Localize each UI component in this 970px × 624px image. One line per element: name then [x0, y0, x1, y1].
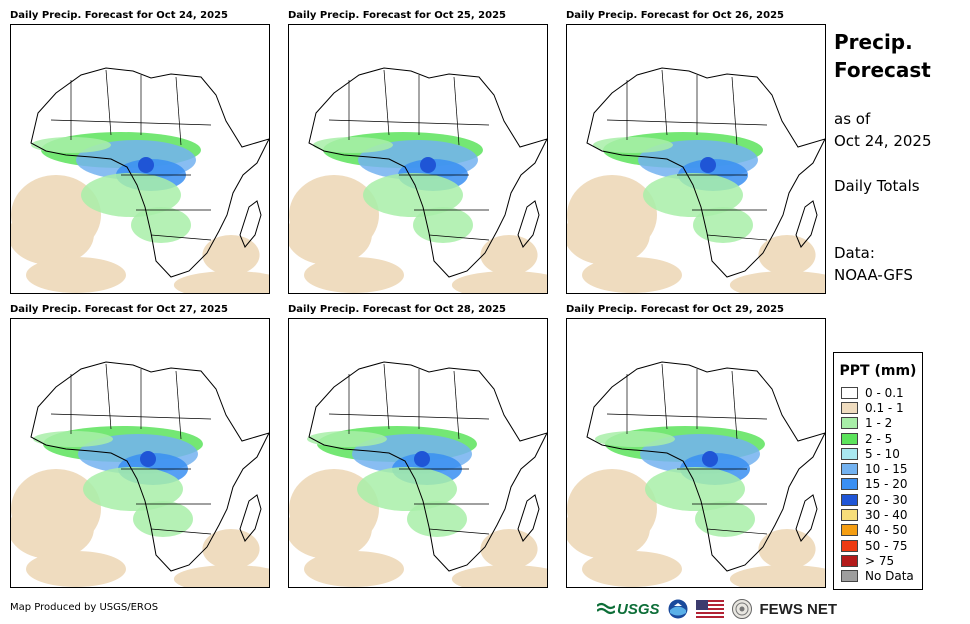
legend-swatch [841, 432, 858, 445]
legend-item: > 75 [834, 553, 922, 568]
data-source-block: Data: NOAA-GFS [834, 242, 964, 286]
panel-title: Daily Precip. Forecast for Oct 25, 2025 [288, 10, 506, 21]
legend-item: 15 - 20 [834, 477, 922, 492]
as-of-block: as of Oct 24, 2025 [834, 108, 964, 152]
legend-item: 30 - 40 [834, 507, 922, 522]
daily-totals-label: Daily Totals [834, 177, 920, 195]
panel-title: Daily Precip. Forecast for Oct 24, 2025 [10, 10, 228, 21]
logo-bar: USGS FEWS NET [597, 598, 837, 620]
legend-swatch [841, 386, 858, 399]
legend-item: 0.1 - 1 [834, 400, 922, 415]
legend-item: 20 - 30 [834, 492, 922, 507]
precip-map [288, 24, 548, 294]
legend-item: 1 - 2 [834, 416, 922, 431]
fews-net-logo: FEWS NET [759, 600, 838, 618]
legend-swatch [841, 539, 858, 552]
usaid-seal-icon [731, 599, 752, 619]
legend-item: 10 - 15 [834, 461, 922, 476]
main-title: Precip. Forecast [834, 28, 954, 84]
legend-swatch [841, 509, 858, 522]
legend-label: 50 - 75 [865, 538, 908, 553]
legend-label: 15 - 20 [865, 477, 908, 492]
legend-label: 2 - 5 [865, 431, 893, 446]
panel-title: Daily Precip. Forecast for Oct 28, 2025 [288, 304, 506, 315]
precip-map [566, 318, 826, 588]
forecast-panel-oct25: Daily Precip. Forecast for Oct 25, 2025 [288, 10, 568, 300]
legend-item: 5 - 10 [834, 446, 922, 461]
legend-swatch [841, 570, 858, 583]
panel-title: Daily Precip. Forecast for Oct 29, 2025 [566, 304, 784, 315]
as-of-label: as of [834, 110, 871, 128]
legend-label: 5 - 10 [865, 446, 900, 461]
legend-label: 0 - 0.1 [865, 385, 904, 400]
us-flag-icon [695, 600, 724, 618]
legend-swatch [841, 401, 858, 414]
title-line-1: Precip. [834, 30, 913, 54]
legend-swatch [841, 493, 858, 506]
legend-swatch [841, 417, 858, 430]
legend-title: PPT (mm) [839, 363, 917, 379]
precip-map [566, 24, 826, 294]
legend-label: No Data [865, 569, 914, 584]
forecast-panel-oct27: Daily Precip. Forecast for Oct 27, 2025 [10, 304, 290, 594]
legend-swatch [841, 554, 858, 567]
legend-label: > 75 [865, 553, 895, 568]
legend-swatch [841, 478, 858, 491]
legend-item: 40 - 50 [834, 523, 922, 538]
legend-label: 0.1 - 1 [865, 400, 904, 415]
precip-map [10, 24, 270, 294]
usgs-logo: USGS [597, 601, 660, 618]
data-label: Data: [834, 244, 875, 262]
precip-map [288, 318, 548, 588]
forecast-panel-oct28: Daily Precip. Forecast for Oct 28, 2025 [288, 304, 568, 594]
legend-label: 20 - 30 [865, 492, 908, 507]
legend-swatch [841, 524, 858, 537]
title-line-2: Forecast [834, 58, 931, 82]
legend-swatch [841, 463, 858, 476]
legend-item: No Data [834, 569, 922, 584]
legend-label: 1 - 2 [865, 416, 893, 431]
legend-swatch [841, 447, 858, 460]
forecast-panel-oct26: Daily Precip. Forecast for Oct 26, 2025 [566, 10, 846, 300]
legend-label: 40 - 50 [865, 523, 908, 538]
legend-label: 30 - 40 [865, 508, 908, 523]
forecast-panel-oct29: Daily Precip. Forecast for Oct 29, 2025 [566, 304, 846, 594]
as-of-date: Oct 24, 2025 [834, 132, 932, 150]
precip-map [10, 318, 270, 588]
data-source: NOAA-GFS [834, 266, 913, 284]
legend-label: 10 - 15 [865, 462, 908, 477]
legend-item: 50 - 75 [834, 538, 922, 553]
noaa-logo-icon [668, 599, 688, 619]
legend-item: 2 - 5 [834, 431, 922, 446]
legend-item: 0 - 0.1 [834, 385, 922, 400]
panel-title: Daily Precip. Forecast for Oct 26, 2025 [566, 10, 784, 21]
map-credit: Map Produced by USGS/EROS [10, 602, 159, 613]
usgs-wave-icon [597, 602, 615, 615]
panel-title: Daily Precip. Forecast for Oct 27, 2025 [10, 304, 228, 315]
forecast-panel-oct24: Daily Precip. Forecast for Oct 24, 2025 [10, 10, 290, 300]
